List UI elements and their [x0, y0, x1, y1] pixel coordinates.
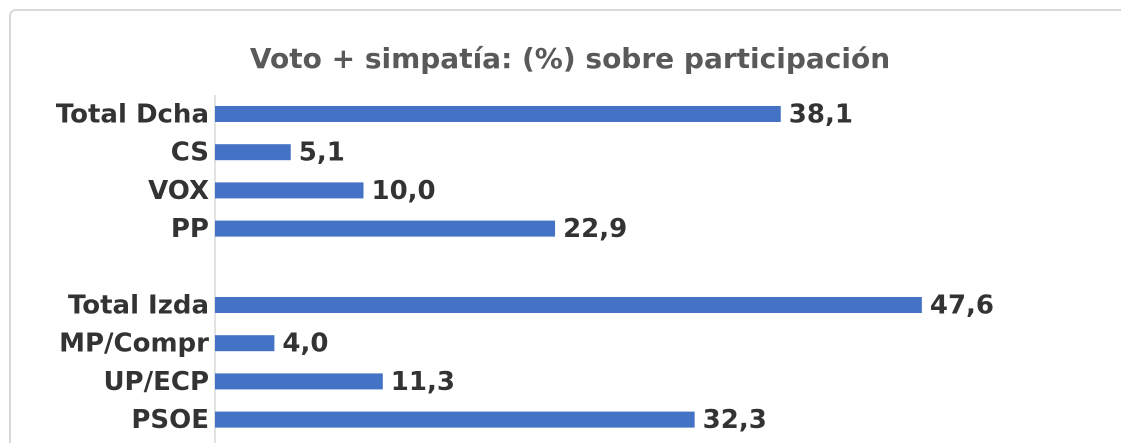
y-tick-label: UP/ECP — [103, 367, 209, 397]
data-label: 4,0 — [282, 329, 328, 359]
chart-title: Voto + simpatía: (%) sobre participación — [250, 42, 890, 75]
bar — [215, 144, 291, 161]
data-label: 5,1 — [299, 138, 345, 168]
y-tick-label: PSOE — [131, 405, 209, 435]
bar — [215, 220, 556, 237]
y-tick-label: Total Dcha — [56, 100, 209, 130]
data-label: 47,6 — [930, 291, 994, 321]
y-tick-label: PP — [171, 214, 209, 244]
data-label: 11,3 — [391, 367, 455, 397]
bar — [215, 297, 922, 313]
y-tick-label: VOX — [148, 176, 209, 206]
data-label: 38,1 — [789, 100, 853, 130]
data-label: 22,9 — [563, 214, 627, 244]
data-label: 10,0 — [372, 176, 436, 206]
data-label: 32,3 — [703, 405, 767, 435]
bar — [215, 182, 364, 199]
bar — [215, 335, 275, 352]
bar — [215, 106, 781, 122]
y-tick-label: CS — [171, 138, 209, 168]
bar — [215, 411, 695, 428]
y-tick-label: Total Izda — [68, 291, 209, 321]
bar — [215, 373, 383, 390]
y-tick-label: MP/Compr — [59, 329, 209, 359]
